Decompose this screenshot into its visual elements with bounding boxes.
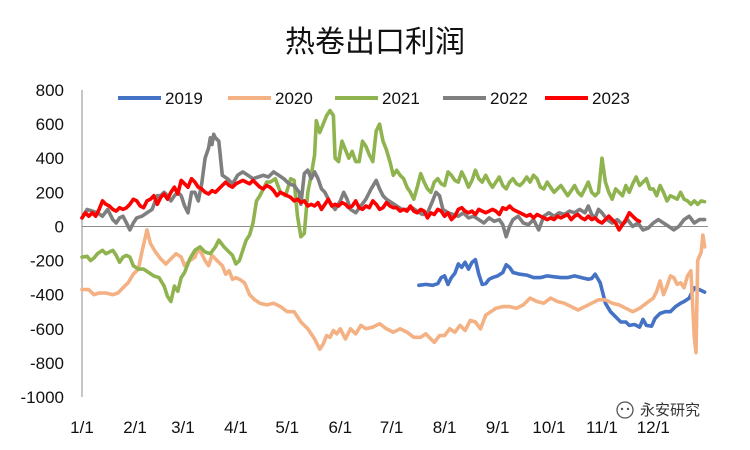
legend-label-2022: 2022 <box>490 89 528 108</box>
x-tick-label: 5/1 <box>275 418 299 437</box>
series-line-2023 <box>80 176 642 232</box>
x-tick-label: 3/1 <box>171 418 195 437</box>
x-tick-label: 12/1 <box>637 418 670 437</box>
x-tick-label: 2/1 <box>123 418 147 437</box>
plot-area <box>80 108 707 355</box>
y-axis: 800 600 400 200 0 -200 -400 -600 -800 -1000 <box>21 81 83 407</box>
legend-label-2019: 2019 <box>165 89 203 108</box>
legend-label-2020: 2020 <box>275 89 313 108</box>
x-tick-label: 7/1 <box>380 418 404 437</box>
y-tick-label: -800 <box>30 354 64 373</box>
y-tick-label: 600 <box>36 115 64 134</box>
legend-label-2021: 2021 <box>382 89 420 108</box>
watermark: 永安研究 <box>616 401 700 419</box>
series-line-2020 <box>80 228 707 355</box>
y-tick-label: 400 <box>36 149 64 168</box>
y-tick-label: 800 <box>36 81 64 100</box>
chart-legend: 2019 2020 2021 2022 2023 <box>118 89 630 108</box>
x-tick-label: 6/1 <box>328 418 352 437</box>
x-tick-label: 1/1 <box>70 418 94 437</box>
series-line-2021 <box>80 108 707 304</box>
legend-label-2023: 2023 <box>592 89 630 108</box>
y-tick-label: -1000 <box>21 388 64 407</box>
x-tick-label: 9/1 <box>486 418 510 437</box>
y-tick-label: -600 <box>30 320 64 339</box>
y-tick-label: 0 <box>55 217 64 236</box>
series-line-2022 <box>80 132 707 239</box>
x-tick-label: 10/1 <box>532 418 565 437</box>
y-tick-label: -200 <box>30 252 64 271</box>
x-tick-label: 11/1 <box>586 418 618 437</box>
x-tick-label: 8/1 <box>433 418 457 437</box>
wechat-icon <box>616 401 634 419</box>
watermark-text: 永安研究 <box>640 401 700 419</box>
y-tick-label: 200 <box>36 183 64 202</box>
x-axis: 1/1 2/1 3/1 4/1 5/1 6/1 7/1 8/1 9/1 10/1 11/1 12/1 <box>70 225 708 437</box>
series-line-2019 <box>417 257 707 329</box>
x-tick-label: 4/1 <box>224 418 248 437</box>
chart-title: 热卷出口利润 <box>285 25 465 60</box>
y-tick-label: -400 <box>30 286 64 305</box>
